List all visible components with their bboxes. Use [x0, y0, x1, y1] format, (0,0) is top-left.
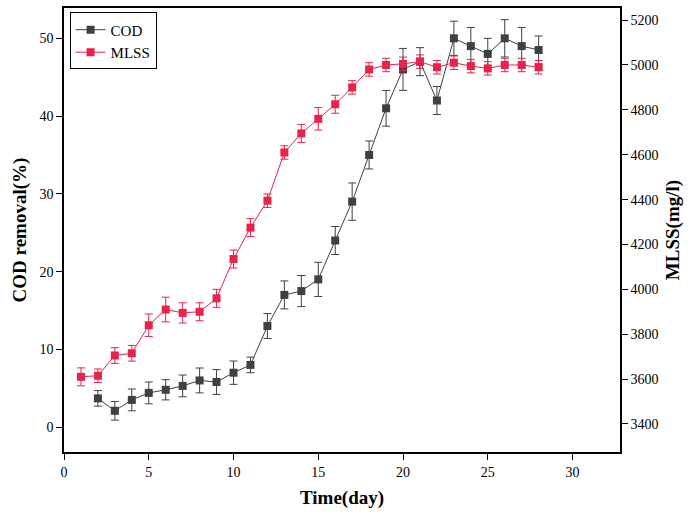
- svg-text:5200: 5200: [631, 13, 659, 28]
- svg-text:30: 30: [39, 187, 53, 202]
- svg-text:5000: 5000: [631, 58, 659, 73]
- svg-text:3400: 3400: [631, 417, 659, 432]
- svg-text:MLSS: MLSS: [111, 45, 150, 61]
- svg-text:MLSS(mg/l): MLSS(mg/l): [662, 180, 684, 280]
- svg-text:4600: 4600: [631, 148, 659, 163]
- svg-text:5: 5: [145, 465, 152, 480]
- svg-text:25: 25: [481, 465, 495, 480]
- svg-text:4800: 4800: [631, 103, 659, 118]
- svg-text:4200: 4200: [631, 237, 659, 252]
- svg-text:3800: 3800: [631, 327, 659, 342]
- svg-text:40: 40: [39, 109, 53, 124]
- svg-text:COD: COD: [111, 23, 143, 39]
- svg-text:4000: 4000: [631, 282, 659, 297]
- svg-text:20: 20: [39, 265, 53, 280]
- svg-text:50: 50: [39, 31, 53, 46]
- svg-text:4400: 4400: [631, 193, 659, 208]
- svg-text:0: 0: [61, 465, 68, 480]
- svg-text:3600: 3600: [631, 372, 659, 387]
- svg-text:30: 30: [566, 465, 580, 480]
- svg-text:COD removal(%): COD removal(%): [9, 158, 31, 303]
- svg-text:0: 0: [46, 420, 53, 435]
- svg-text:15: 15: [311, 465, 325, 480]
- svg-text:Time(day): Time(day): [300, 487, 384, 509]
- svg-text:10: 10: [227, 465, 241, 480]
- svg-text:20: 20: [396, 465, 410, 480]
- svg-text:10: 10: [39, 342, 53, 357]
